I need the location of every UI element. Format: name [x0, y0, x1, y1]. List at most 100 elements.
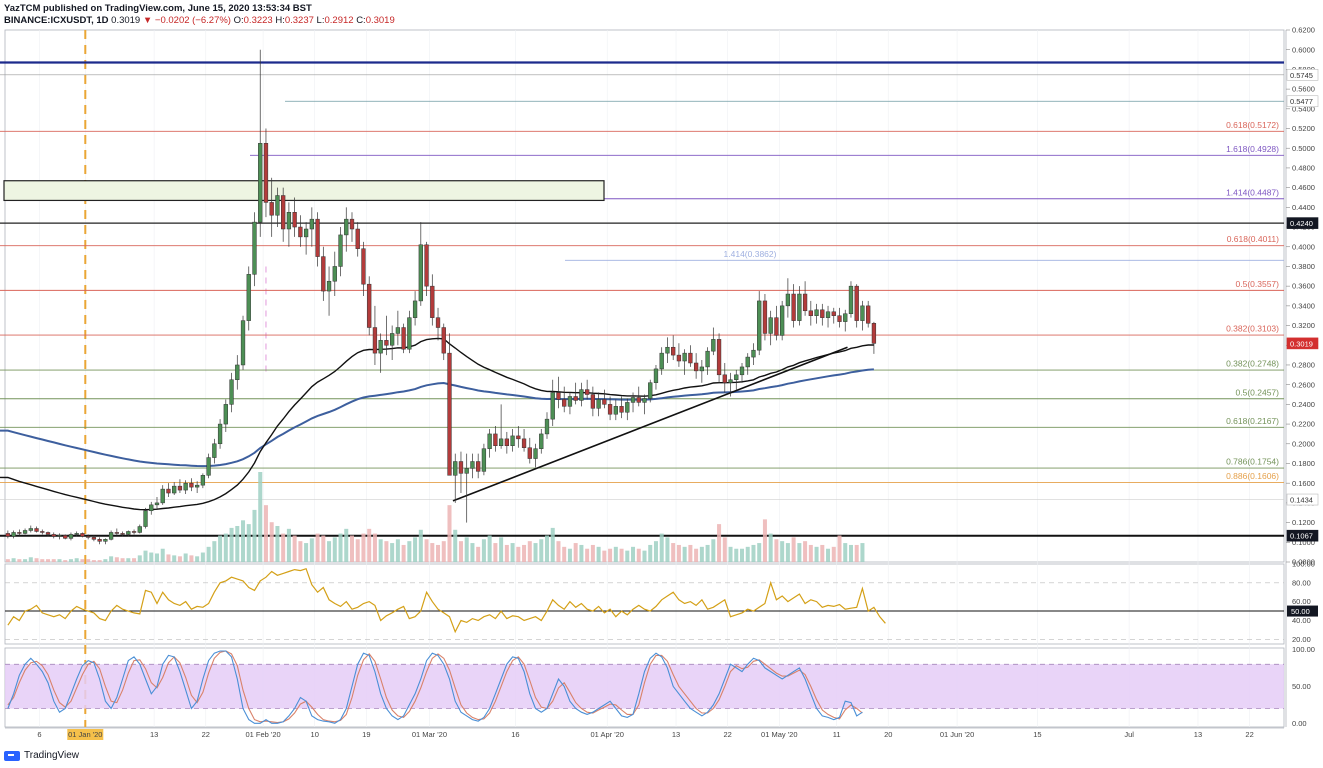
volume-bar	[183, 553, 188, 562]
volume-bar	[631, 546, 636, 562]
volume-bar	[516, 546, 521, 562]
candle-body	[797, 293, 802, 321]
x-tick-label: 01 Jan '20	[68, 730, 102, 739]
volume-bar	[281, 533, 286, 562]
candle-body	[550, 392, 555, 420]
symbol-name[interactable]: BINANCE:ICXUSDT, 1D	[4, 15, 109, 26]
candle-body	[166, 488, 171, 494]
high-value: 0.3237	[284, 15, 314, 26]
x-tick-label: 6	[37, 730, 41, 739]
volume-bar	[820, 544, 825, 562]
candle-body	[705, 350, 710, 368]
rsi-pane	[4, 563, 1285, 645]
volume-bar	[349, 535, 355, 562]
volume-bar	[780, 541, 785, 562]
candle-body	[45, 532, 51, 535]
volume-bar	[504, 544, 509, 562]
candle-body	[780, 305, 785, 336]
volume-bar	[573, 543, 578, 562]
candle-body	[91, 537, 97, 540]
candle-body	[659, 352, 664, 370]
fib-level-label: 1.414(0.3862)	[724, 249, 777, 259]
candle-body	[762, 300, 768, 334]
price-badge-label: 0.4240	[1290, 219, 1313, 228]
volume-bar	[218, 535, 223, 562]
rsi-tick-label: 40.00	[1292, 616, 1311, 625]
volume-bar	[481, 539, 486, 562]
volume-bar	[734, 548, 739, 562]
candle-body	[63, 535, 68, 539]
volume-bar	[109, 556, 114, 562]
volume-bar	[808, 544, 813, 562]
volume-bar	[785, 543, 790, 562]
x-tick-label: 01 Apr '20	[590, 730, 624, 739]
volume-bar	[826, 548, 831, 562]
volume-bar	[114, 557, 119, 562]
volume-bar	[544, 535, 550, 562]
volume-bar	[86, 559, 91, 562]
candle-body	[802, 293, 808, 312]
main-pane	[4, 29, 1285, 563]
volume-bar	[522, 544, 527, 562]
high-label: H:	[275, 15, 285, 26]
volume-bar	[550, 527, 555, 562]
candle-body	[757, 300, 762, 351]
candle-body	[464, 468, 469, 474]
stoch-tick-label: 100.00	[1292, 645, 1315, 654]
candle-body	[487, 433, 492, 449]
volume-bar	[590, 544, 595, 562]
stoch-tick-label: 50.00	[1292, 682, 1311, 691]
volume-bar	[705, 544, 710, 562]
y-tick-label: 0.4400	[1292, 203, 1315, 212]
volume-bar	[91, 560, 96, 562]
volume-bar	[694, 548, 699, 562]
volume-bar	[132, 558, 137, 562]
candle-body	[699, 366, 704, 372]
volume-bar	[5, 559, 10, 562]
candle-body	[562, 399, 567, 407]
volume-bar	[46, 559, 51, 562]
price-badge	[1286, 95, 1319, 108]
volume-bar	[430, 543, 435, 562]
candle-body	[533, 448, 538, 459]
volume-bar	[372, 533, 377, 562]
volume-bar	[63, 560, 68, 562]
volume-bar	[57, 559, 62, 562]
price-badge-label: 0.5745	[1290, 71, 1313, 80]
candle-body	[648, 382, 653, 399]
volume-bar	[367, 528, 372, 562]
volume-bar	[458, 541, 463, 562]
close-value: 0.3019	[365, 15, 395, 26]
volume-bar	[745, 546, 750, 562]
candle-body	[728, 379, 733, 383]
candle-body	[676, 354, 682, 362]
y-tick-label: 0.3200	[1292, 321, 1315, 330]
candle-body	[11, 532, 16, 537]
volume-bar	[797, 543, 802, 562]
price-badge-label: 0.1434	[1290, 496, 1313, 505]
candle-body	[240, 320, 246, 366]
volume-bar	[717, 524, 722, 562]
candle-body	[493, 433, 498, 446]
candle-body	[395, 327, 401, 334]
footer-brand[interactable]: TradingView	[24, 750, 80, 761]
candle-body	[74, 533, 79, 535]
fib-level-label: 1.414(0.4487)	[1226, 187, 1279, 197]
candle-body	[567, 396, 573, 407]
volume-bar	[229, 527, 234, 562]
stoch-tick-label: 0.00	[1292, 719, 1307, 728]
candle-body	[114, 532, 119, 534]
candle-body	[126, 531, 131, 535]
candle-body	[361, 248, 366, 285]
candle-body	[625, 402, 630, 413]
candle-body	[22, 530, 28, 534]
volume-bar	[137, 555, 142, 562]
candle-body	[814, 309, 819, 316]
candle-body	[843, 313, 848, 322]
y-tick-label: 0.1600	[1292, 479, 1315, 488]
candle-body	[751, 349, 756, 358]
stoch-d-line	[7, 650, 863, 724]
volume-bar	[791, 537, 796, 562]
candle-body	[57, 535, 62, 537]
